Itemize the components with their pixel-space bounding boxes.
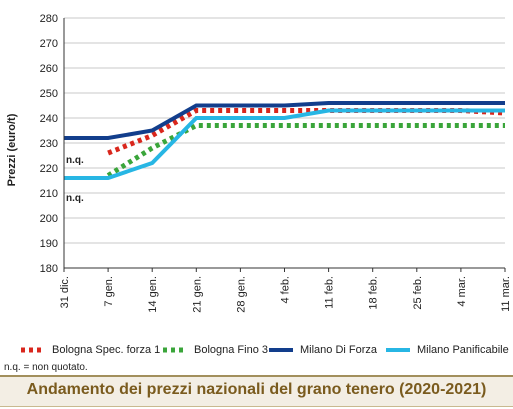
- y-tick-label: 200: [40, 213, 58, 225]
- nq-footnote: n.q. = non quotato.: [4, 362, 88, 373]
- y-tick-label: 180: [40, 263, 58, 275]
- x-tick-labels: 31 dic. 7 gen. 14 gen. 21 gen. 28 gen. 4 feb.…: [59, 268, 512, 313]
- legend-item: Milano Panificabile: [385, 340, 509, 360]
- legend-swatch: [386, 348, 410, 352]
- legend-label: Milano Di Forza: [300, 344, 378, 356]
- x-tick-label: 4 mar.: [456, 276, 468, 307]
- x-tick-label: 18 feb.: [368, 276, 380, 310]
- legend-swatch: [163, 347, 187, 353]
- grid-lines: [64, 17, 505, 269]
- y-tick-labels: 180 190 200 210 220 230 240 250 260 270 280: [40, 13, 58, 275]
- legend-item: Bologna Spec. forza 1: [20, 340, 160, 360]
- x-tick-label: 25 feb.: [412, 276, 424, 310]
- x-tick-label: 28 gen.: [235, 276, 247, 313]
- legend-label: Milano Panificabile: [417, 344, 509, 356]
- legend-label: Bologna Fino 3: [194, 344, 268, 356]
- x-tick-label: 21 gen.: [191, 276, 203, 313]
- caption-bar: Andamento dei prezzi nazionali del grano…: [0, 375, 513, 407]
- y-tick-label: 190: [40, 238, 58, 250]
- series-lines: [64, 101, 506, 180]
- legend-swatch: [269, 348, 293, 352]
- x-tick-label: 14 gen.: [147, 276, 159, 313]
- chart-title: Andamento dei prezzi nazionali del grano…: [26, 381, 487, 398]
- nq-label-fino: n.q.: [66, 193, 84, 204]
- x-tick-label: 31 dic.: [59, 276, 71, 308]
- legend: Bologna Spec. forza 1 Bologna Fino 3 Milan…: [20, 340, 510, 360]
- x-tick-label: 4 feb.: [280, 276, 292, 304]
- y-axis-label: Prezzi (euro/t): [6, 113, 18, 186]
- y-tick-label: 260: [40, 63, 58, 75]
- legend-item: Milano Di Forza: [268, 340, 377, 360]
- x-tick-label: 11 feb.: [324, 276, 336, 309]
- y-tick-label: 220: [40, 163, 58, 175]
- legend-swatch: [21, 347, 45, 353]
- series-line: [64, 108, 505, 180]
- y-tick-label: 250: [40, 88, 58, 100]
- series-line: [106, 123, 505, 178]
- legend-item: Bologna Fino 3: [162, 340, 268, 360]
- x-tick-label: 11 mar.: [500, 276, 512, 312]
- y-tick-label: 270: [40, 38, 58, 50]
- y-tick-label: 240: [40, 113, 58, 125]
- legend-label: Bologna Spec. forza 1: [52, 344, 161, 356]
- x-tick-label: 7 gen.: [103, 276, 115, 307]
- series-line: [107, 108, 506, 156]
- y-tick-label: 280: [40, 13, 58, 25]
- y-tick-label: 230: [40, 138, 58, 150]
- y-tick-label: 210: [40, 188, 58, 200]
- axes: [63, 18, 505, 269]
- series-line: [64, 101, 505, 140]
- nq-label-spec-forza: n.q.: [66, 155, 84, 166]
